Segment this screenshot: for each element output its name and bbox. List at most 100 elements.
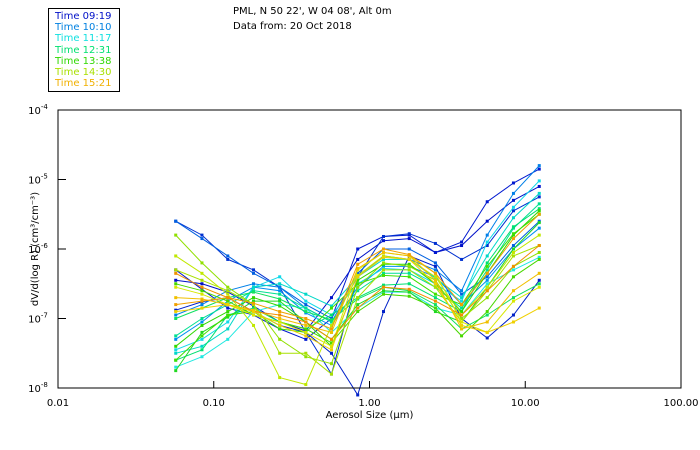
data-point [460,310,464,314]
data-point [485,240,489,244]
data-point [511,250,515,254]
data-point [460,257,464,261]
data-point [537,285,541,289]
chart-header: PML, N 50 22', W 04 08', Alt 0m Data fro… [233,4,392,34]
data-point [200,285,204,289]
data-point [537,179,541,183]
data-point [252,310,256,314]
data-point [174,254,178,258]
legend-item: Time 09:19 [55,11,112,22]
data-point [174,296,178,300]
data-point [460,289,464,293]
legend-item: Time 15:21 [55,78,112,90]
data-point [252,271,256,275]
axes-layer: 0.01 0.10 1.00 10.00 100.00 10-4 10-5 10-6 10-7 1… [28,103,698,409]
data-point [433,278,437,282]
data-point [433,261,437,265]
data-point [407,257,411,261]
data-point [537,226,541,230]
data-point [511,244,515,248]
data-point [407,294,411,298]
data-point [382,257,386,261]
data-point [433,296,437,300]
data-point [382,250,386,254]
data-point [485,278,489,282]
data-point [329,330,333,334]
data-point [407,275,411,279]
data-point [252,313,256,317]
series-1338-15 [174,257,541,345]
data-point [304,351,308,355]
location-title: PML, N 50 22', W 04 08', Alt 0m [233,6,392,17]
data-point [304,327,308,331]
data-point [356,306,360,310]
data-point [537,191,541,195]
data-point [200,337,204,341]
data-point [329,362,333,366]
data-point [200,355,204,359]
data-point [356,257,360,261]
data-point [511,181,515,185]
data-point [226,320,230,324]
data-point [382,310,386,314]
data-point [278,275,282,279]
data-point [511,313,515,317]
data-point [433,285,437,289]
data-point [200,334,204,338]
data-point [407,268,411,272]
data-point [460,303,464,307]
data-point [329,351,333,355]
data-point [252,285,256,289]
data-point [511,320,515,324]
data-point [329,318,333,322]
data-point [278,351,282,355]
data-point [460,317,464,320]
y-tick-label: 10-4 [28,103,48,117]
data-point [485,330,489,334]
data-point [485,320,489,324]
data-point [252,290,256,294]
data-point [356,271,360,275]
data-point [329,348,333,352]
data-point [382,239,386,243]
data-point [356,275,360,279]
data-point [200,323,204,327]
data-point [382,261,386,265]
data-point [511,268,515,272]
data-point [511,216,515,220]
data-point [511,299,515,303]
data-point [537,306,541,310]
data-point [433,299,437,303]
data-point [537,221,541,225]
data-point [174,365,178,369]
data-point [537,195,541,199]
x-tick-label: 10.00 [511,398,540,409]
data-point [485,219,489,223]
data-point [537,209,541,213]
data-point [356,266,360,270]
data-point [485,254,489,258]
data-point [485,310,489,314]
data-point [174,358,178,362]
data-point [382,273,386,277]
data-point [278,376,282,380]
data-point [200,348,204,352]
data-point [226,315,230,319]
x-axis-label: Aerosol Size (µm) [326,410,414,421]
data-point [329,306,333,310]
data-point [278,313,282,317]
data-point [174,268,178,272]
data-point [485,275,489,279]
data-point [174,278,178,282]
data-point [226,310,230,314]
legend: Time 09:19 Time 10:10 Time 11:17 Time 12… [48,8,120,92]
data-point [329,337,333,341]
data-point [537,164,541,168]
data-point [511,237,515,241]
data-point [511,296,515,300]
data-point [226,257,230,261]
data-point [537,278,541,282]
data-point [356,303,360,307]
data-point [511,209,515,213]
data-point [511,264,515,268]
